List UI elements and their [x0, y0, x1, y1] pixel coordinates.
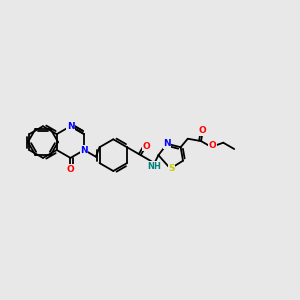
- Text: O: O: [67, 164, 74, 173]
- Text: N: N: [163, 139, 171, 148]
- Text: O: O: [199, 126, 207, 135]
- Text: N: N: [67, 122, 74, 131]
- Text: O: O: [142, 142, 150, 151]
- Text: S: S: [168, 164, 175, 173]
- Text: N: N: [80, 146, 88, 154]
- Text: NH: NH: [148, 162, 161, 171]
- Text: O: O: [208, 140, 216, 149]
